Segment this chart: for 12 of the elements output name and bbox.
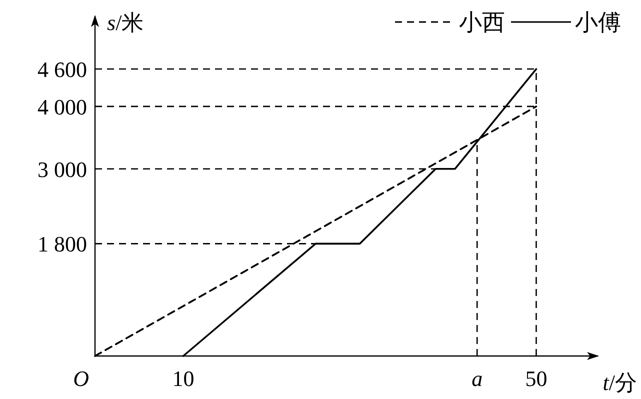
x-axis-title: t/分 <box>602 370 637 395</box>
legend-label: 小傅 <box>575 10 621 35</box>
y-tick-label: 4 600 <box>38 57 87 82</box>
y-axis-title: s/米 <box>107 10 144 35</box>
y-tick-label: 1 800 <box>38 232 87 257</box>
annotation: O <box>73 366 90 391</box>
x-tick-label: a <box>472 366 483 391</box>
x-tick-label: 10 <box>172 366 194 391</box>
x-tick-label: 50 <box>525 366 548 391</box>
y-tick-label: 4 000 <box>38 94 87 120</box>
legend-label: 小西 <box>459 10 505 35</box>
y-tick-label: 3 000 <box>38 156 87 182</box>
